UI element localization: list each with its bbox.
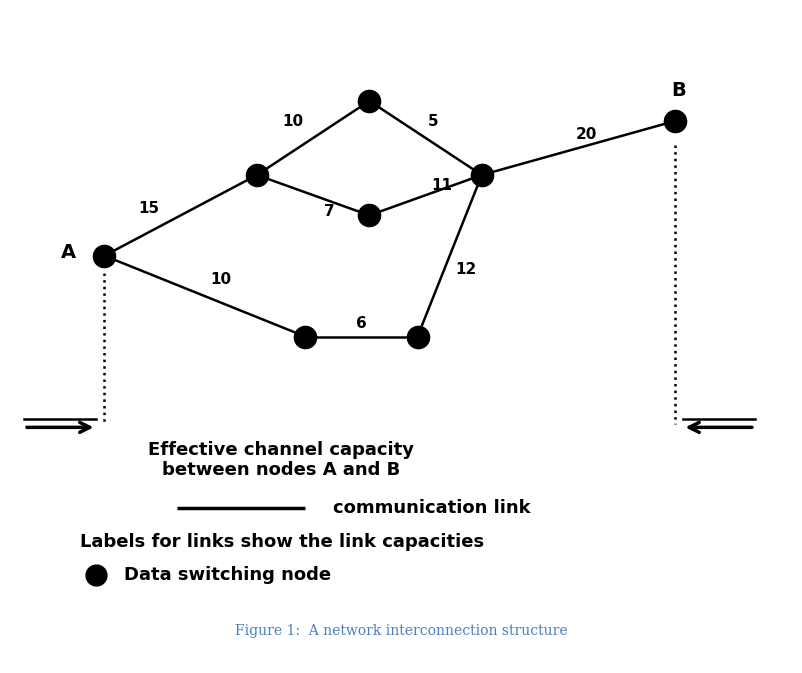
Text: 6: 6 [355,316,367,330]
Text: 11: 11 [431,178,452,192]
Text: 10: 10 [282,114,303,129]
Text: Data switching node: Data switching node [124,567,331,584]
Text: 15: 15 [138,201,159,216]
Text: B: B [670,81,685,100]
Text: 12: 12 [455,262,476,277]
Text: Figure 1:  A network interconnection structure: Figure 1: A network interconnection stru… [235,625,567,638]
Text: 5: 5 [427,114,439,129]
Text: 20: 20 [575,127,596,142]
Text: communication link: communication link [333,499,530,517]
Text: Effective channel capacity: Effective channel capacity [148,441,414,459]
Text: Labels for links show the link capacities: Labels for links show the link capacitie… [80,533,484,551]
Text: between nodes A and B: between nodes A and B [162,461,399,479]
Text: 10: 10 [210,272,231,287]
Text: 7: 7 [323,205,334,219]
Text: A: A [61,243,75,262]
